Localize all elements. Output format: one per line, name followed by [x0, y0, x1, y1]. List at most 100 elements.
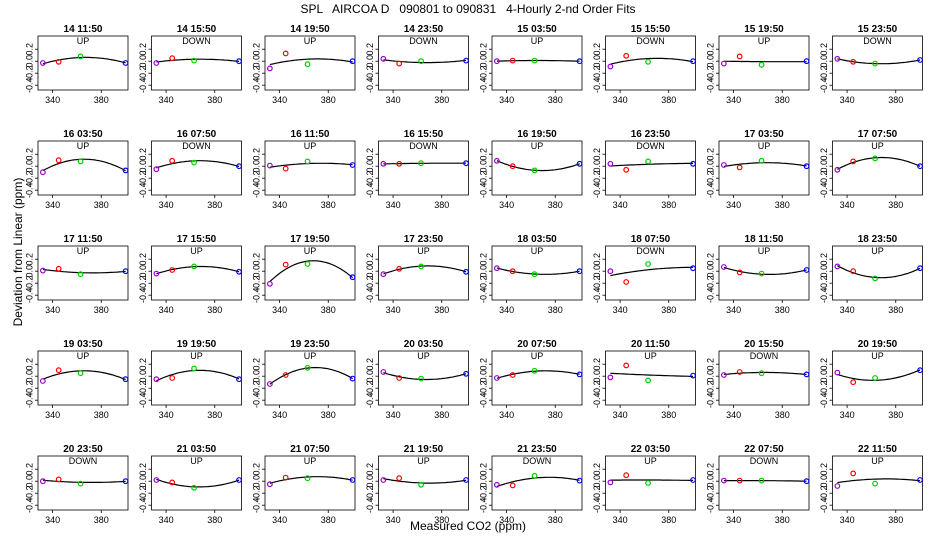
data-point [531, 367, 538, 374]
panel-title: 16 19:50 [517, 129, 557, 140]
data-point [169, 157, 176, 164]
y-tick-label: -0.4 [819, 77, 829, 93]
panel-mode-label: DOWN [863, 36, 892, 46]
data-point [418, 375, 424, 382]
data-point [758, 157, 765, 164]
data-point [39, 169, 46, 176]
data-point [396, 375, 403, 381]
y-tick-label: -0.4 [251, 77, 261, 93]
panel-mode-label: DOWN [182, 36, 211, 46]
panel-mode-label: UP [77, 141, 90, 151]
y-tick-label: 0.0 [705, 265, 715, 278]
y-tick-label: -0.4 [478, 287, 488, 303]
y-tick-label: -0.2 [24, 485, 34, 501]
x-tick-label: 380 [207, 515, 222, 525]
data-point [607, 374, 614, 381]
fit-curve [610, 372, 694, 377]
x-tick-label: 380 [434, 200, 449, 210]
y-tick-label: -0.4 [819, 287, 829, 303]
y-tick-label: 0.2 [251, 358, 261, 371]
panel-mode-label: UP [304, 246, 317, 256]
y-tick-label: 0.0 [592, 160, 602, 173]
y-tick-label: -0.2 [478, 380, 488, 396]
data-point [349, 477, 356, 483]
panel-mode-label: DOWN [69, 456, 98, 466]
data-point [834, 263, 841, 270]
panel-frame [378, 35, 469, 91]
panel-frame [832, 35, 923, 91]
data-point [917, 367, 923, 374]
y-tick-label: 0.2 [478, 253, 488, 266]
panel-frame [491, 35, 583, 91]
panel-mode-label: DOWN [750, 456, 779, 466]
x-tick-label: 380 [434, 95, 449, 105]
data-point [720, 60, 727, 67]
fit-curve [156, 478, 240, 488]
data-point [850, 268, 857, 275]
y-tick-label: -0.2 [24, 65, 34, 81]
data-point [576, 477, 583, 484]
data-point [169, 267, 176, 273]
data-point [122, 478, 129, 485]
data-point [872, 375, 878, 381]
data-point [720, 372, 727, 378]
fit-curve [383, 265, 467, 275]
y-tick-label: 0.0 [365, 475, 375, 488]
panel-title: 16 23:50 [631, 129, 671, 140]
panel-frame [491, 350, 583, 406]
data-point [758, 61, 765, 68]
data-point [509, 372, 516, 378]
y-tick-label: 0.0 [478, 370, 488, 383]
panel-title: 20 23:50 [63, 444, 103, 455]
y-tick-label: 0.0 [478, 265, 488, 278]
data-point [690, 265, 696, 272]
data-point [191, 57, 197, 64]
x-tick-label: 340 [499, 305, 514, 315]
panel-frame [491, 140, 583, 196]
panel-mode-label: UP [77, 36, 90, 46]
y-tick-label: -0.2 [251, 380, 261, 396]
panel-frame [718, 455, 810, 511]
data-point [872, 275, 878, 282]
y-tick-label: -0.4 [138, 497, 148, 513]
x-tick-label: 340 [726, 410, 741, 420]
y-tick-label: 0.2 [251, 253, 261, 266]
y-tick-label: 0.2 [478, 148, 488, 161]
data-point [645, 480, 651, 486]
panel-mode-label: UP [77, 351, 90, 361]
x-tick-label: 340 [840, 305, 855, 315]
y-tick-label: 0.0 [478, 475, 488, 488]
data-point [380, 369, 387, 375]
x-axis-label: Measured CO2 (ppm) [409, 519, 527, 533]
fit-curve [383, 59, 467, 64]
data-point [645, 261, 651, 267]
panel-mode-label: UP [417, 246, 430, 256]
y-tick-label: -0.2 [251, 65, 261, 81]
data-point [418, 160, 424, 167]
x-tick-label: 340 [613, 305, 628, 315]
y-tick-label: 0.0 [705, 475, 715, 488]
y-tick-label: 0.2 [592, 43, 602, 56]
x-tick-label: 380 [775, 200, 790, 210]
data-point [236, 58, 242, 65]
data-point [396, 60, 403, 67]
y-tick-label: 0.2 [819, 43, 829, 56]
y-tick-label: 0.0 [251, 160, 261, 173]
fit-curve [496, 267, 580, 275]
y-tick-label: -0.2 [478, 65, 488, 81]
fit-curve [723, 266, 807, 275]
data-point [77, 370, 84, 377]
panel-title: 14 23:50 [404, 24, 444, 35]
x-tick-label: 340 [45, 95, 60, 105]
y-tick-label: 0.0 [705, 370, 715, 383]
data-point [623, 279, 630, 285]
y-tick-label: -0.4 [24, 392, 34, 408]
data-point [122, 167, 129, 174]
